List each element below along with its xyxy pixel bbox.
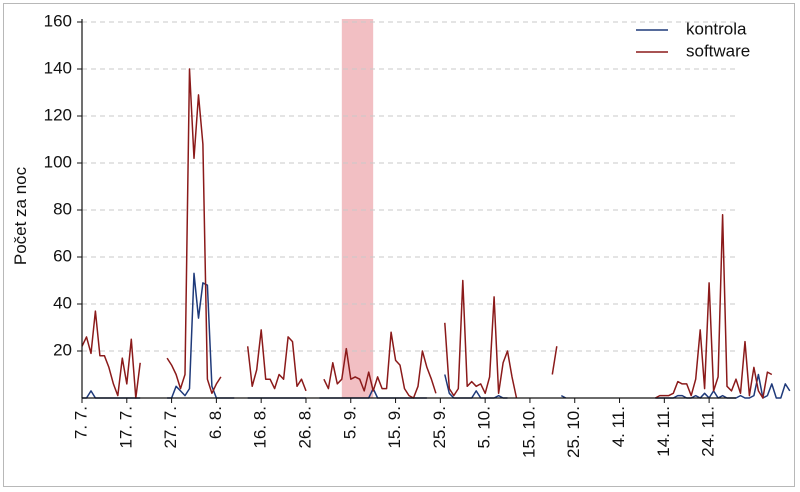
x-tick-label-1: 17. 7. <box>116 406 135 449</box>
y-tick-label-60: 60 <box>53 246 72 265</box>
x-tick-label-9: 5. 10. <box>475 406 494 449</box>
highlight-band <box>341 19 374 398</box>
x-tick-label-2: 27. 7. <box>161 406 180 449</box>
x-tick-label-12: 4. 11. <box>609 406 628 447</box>
x-tick-label-3: 6. 8. <box>206 406 225 439</box>
series-software-segment-2 <box>246 329 307 392</box>
y-tick-label-140: 140 <box>44 58 72 77</box>
x-tick-label-11: 25. 10. <box>564 406 583 458</box>
legend: kontrola software <box>636 19 750 60</box>
y-tick-label-80: 80 <box>53 199 72 218</box>
legend-label-software: software <box>686 41 750 60</box>
x-tick-label-8: 25. 9. <box>430 406 449 449</box>
series-software-segment-3 <box>323 331 437 399</box>
x-tick-label-0: 7. 7. <box>71 406 90 439</box>
y-tick-label-20: 20 <box>53 340 72 359</box>
series-kontrola-segment-6 <box>655 373 791 399</box>
y-axis-label: Počet za noc <box>11 166 30 265</box>
series-software-segment-4 <box>444 279 518 399</box>
chart-frame <box>3 3 795 487</box>
x-tick-label-4: 16. 8. <box>251 406 270 449</box>
x-tick-label-13: 14. 11. <box>654 406 673 457</box>
y-tick-label-120: 120 <box>44 105 72 124</box>
series-software-segment-6 <box>655 213 773 399</box>
series-software-segment-1 <box>166 68 222 395</box>
y-tick-label-100: 100 <box>44 152 72 171</box>
y-tick-label-40: 40 <box>53 293 72 312</box>
x-tick-label-14: 24. 11. <box>699 406 718 457</box>
legend-label-kontrola: kontrola <box>686 19 747 38</box>
y-tick-label-160: 160 <box>44 11 72 30</box>
series-kontrola-segment-0 <box>82 390 141 399</box>
x-tick-label-7: 15. 9. <box>385 406 404 449</box>
x-tick-label-6: 5. 9. <box>340 406 359 439</box>
x-tick-label-10: 15. 10. <box>519 406 538 458</box>
series-software-segment-5 <box>551 346 558 375</box>
x-tick-label-5: 26. 8. <box>295 406 314 449</box>
series-software-segment-0 <box>81 310 141 399</box>
